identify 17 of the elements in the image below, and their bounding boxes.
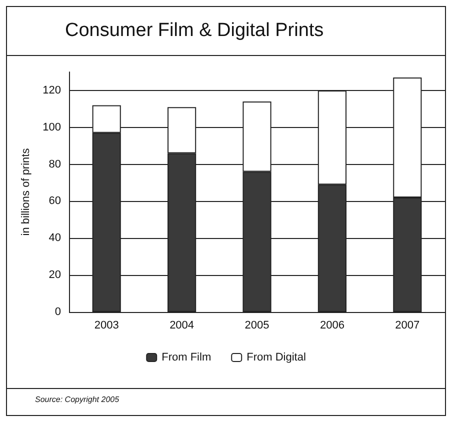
x-tick-label: 2007	[395, 320, 420, 332]
y-tick-label: 60	[48, 195, 61, 208]
y-axis-title: in billions of prints	[20, 148, 32, 236]
legend-label: From Film	[162, 352, 212, 364]
x-tick-label: 2004	[170, 320, 194, 332]
x-tick-label: 2003	[94, 320, 119, 332]
y-tick-label: 80	[48, 158, 61, 170]
chart-title: Consumer Film & Digital Prints	[7, 7, 445, 56]
y-tick-label: 120	[42, 84, 61, 96]
y-tick-label: 0	[54, 306, 61, 318]
y-tick-label: 20	[48, 269, 61, 282]
y-tick-label: 40	[48, 232, 61, 244]
x-tick-label: 2006	[320, 320, 344, 332]
y-tick-label: 100	[42, 121, 61, 134]
legend-label: From Digital	[246, 352, 306, 364]
source-note: Source: Copyright 2005	[35, 395, 120, 404]
x-tick-label: 2005	[244, 320, 270, 332]
